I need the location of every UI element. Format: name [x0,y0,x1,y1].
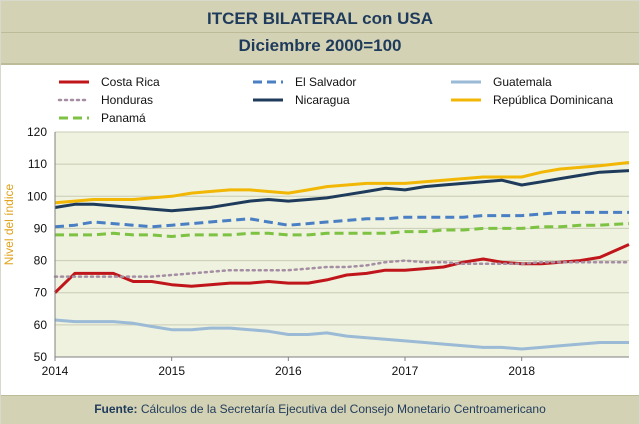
y-tick-label: 120 [27,125,47,139]
x-tick-label: 2017 [392,364,419,378]
series-line-el-salvador [54,210,629,229]
chart-subtitle: Diciembre 2000=100 [238,36,402,55]
y-tick-label: 110 [28,157,47,171]
y-tick-label: 70 [34,286,48,300]
series-line-rep-blica-dominicana [54,161,630,205]
x-tick-label: 2018 [508,364,535,378]
legend-label: Guatemala [493,75,552,89]
x-tick-label: 2015 [158,364,185,378]
legend: Costa Rica El Salvador Guatemala Honduras Ni… [57,75,613,125]
legend-label: Costa Rica [101,75,160,89]
series-line-nicaragua [54,169,630,213]
title-divider [1,32,639,33]
line-chart: Costa Rica El Salvador Guatemala Honduras Ni… [2,75,631,378]
chart-title: ITCER BILATERAL con USA [206,9,434,28]
legend-label: República Dominicana [493,93,613,107]
y-tick-label: 100 [27,189,47,203]
y-tick-label: 80 [34,254,48,268]
series-layer [53,161,631,351]
legend-label: El Salvador [295,75,356,89]
x-tick-label: 2016 [275,364,302,378]
source-label: Fuente: [94,402,138,416]
x-tick-label: 2014 [42,364,69,378]
y-axis-label: Nivel del índice [2,183,16,265]
y-tick-label: 90 [34,221,48,235]
legend-label: Nicaragua [295,93,350,107]
legend-label: Panamá [101,111,146,125]
source-note: Fuente: Cálculos de la Secretaría Ejecut… [1,402,639,416]
series-line-honduras [53,259,631,278]
y-tick-label: 50 [34,350,48,364]
y-tick-label: 60 [34,318,48,332]
title-band: ITCER BILATERAL con USA Diciembre 2000=1… [1,1,639,65]
series-line-guatemala [54,318,629,351]
series-line-panam- [55,222,630,238]
plot-area [55,132,629,357]
source-text: Cálculos de la Secretaría Ejecutiva del … [140,402,546,416]
source-band: Fuente: Cálculos de la Secretaría Ejecut… [1,395,639,424]
axes: 50 60 70 80 90 100 110 120 2014 2015 2016 2017 2018 [27,125,629,378]
legend-label: Honduras [101,93,153,107]
